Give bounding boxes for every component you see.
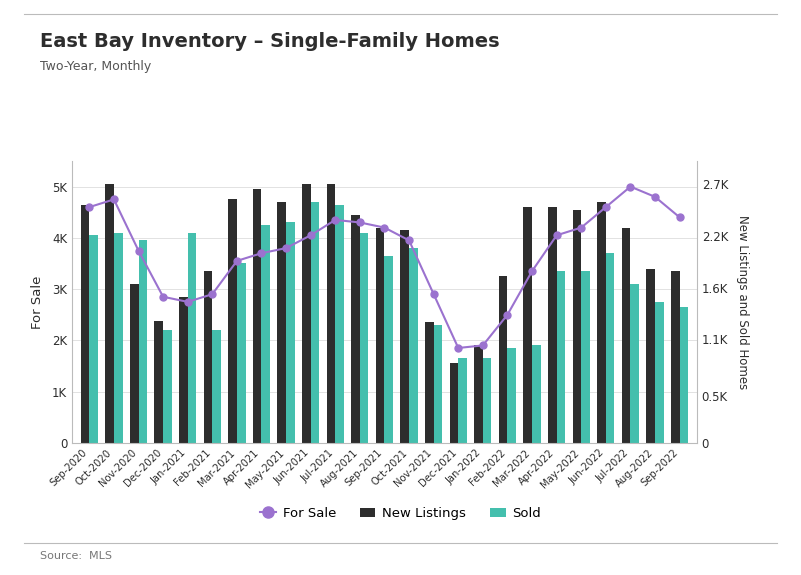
Bar [130, 284, 139, 443]
Bar [376, 228, 384, 443]
For Sale [577, 224, 586, 231]
For Sale [527, 268, 537, 275]
Bar [655, 302, 664, 443]
Bar [646, 269, 655, 443]
Bar [458, 358, 467, 443]
Bar [474, 346, 483, 443]
Bar [163, 330, 171, 443]
Line: For Sale: For Sale [86, 183, 683, 351]
Bar [81, 205, 89, 443]
Y-axis label: New Listings and Sold Homes: New Listings and Sold Homes [736, 214, 750, 389]
For Sale [159, 293, 168, 300]
For Sale [207, 291, 217, 298]
Bar [360, 233, 368, 443]
Bar [203, 271, 212, 443]
For Sale [503, 311, 513, 318]
Bar [449, 363, 458, 443]
For Sale [232, 258, 242, 264]
For Sale [355, 219, 364, 226]
For Sale [478, 342, 488, 349]
Bar [179, 297, 187, 443]
Bar [105, 184, 114, 443]
For Sale [453, 344, 463, 351]
Bar [524, 207, 532, 443]
Bar [114, 233, 123, 443]
For Sale [429, 291, 438, 298]
Bar [548, 207, 557, 443]
Bar [212, 330, 221, 443]
Legend: For Sale, New Listings, Sold: For Sale, New Listings, Sold [255, 502, 546, 526]
Bar [336, 205, 344, 443]
For Sale [675, 214, 685, 221]
For Sale [405, 237, 414, 244]
Bar [409, 248, 417, 443]
Bar [557, 271, 566, 443]
Bar [499, 276, 508, 443]
Bar [606, 253, 614, 443]
Bar [622, 228, 630, 443]
Bar [311, 202, 320, 443]
Bar [187, 233, 196, 443]
Text: Two-Year, Monthly: Two-Year, Monthly [40, 60, 151, 74]
Bar [155, 321, 163, 443]
Bar [228, 200, 237, 443]
Bar [302, 184, 311, 443]
For Sale [256, 250, 266, 256]
Bar [483, 358, 492, 443]
Bar [508, 348, 516, 443]
Bar [680, 307, 688, 443]
For Sale [281, 244, 291, 251]
Bar [425, 323, 433, 443]
Bar [573, 210, 582, 443]
Bar [598, 202, 606, 443]
Bar [671, 271, 680, 443]
Bar [286, 223, 295, 443]
Text: East Bay Inventory – Single-Family Homes: East Bay Inventory – Single-Family Homes [40, 32, 500, 51]
For Sale [109, 196, 119, 203]
For Sale [552, 232, 562, 239]
Bar [327, 184, 336, 443]
Bar [630, 284, 639, 443]
Bar [89, 235, 98, 443]
For Sale [183, 298, 192, 305]
For Sale [380, 224, 389, 231]
For Sale [134, 247, 143, 254]
For Sale [84, 204, 94, 210]
Bar [433, 325, 442, 443]
For Sale [626, 183, 635, 190]
Bar [532, 346, 541, 443]
Bar [384, 256, 393, 443]
Y-axis label: For Sale: For Sale [30, 275, 44, 328]
Bar [582, 271, 590, 443]
Bar [237, 263, 245, 443]
Text: Source:  MLS: Source: MLS [40, 551, 112, 561]
Bar [253, 189, 261, 443]
Bar [352, 215, 360, 443]
Bar [400, 230, 409, 443]
For Sale [331, 216, 340, 223]
Bar [139, 240, 147, 443]
Bar [261, 225, 270, 443]
For Sale [306, 232, 316, 239]
For Sale [601, 204, 610, 210]
Bar [277, 202, 286, 443]
For Sale [650, 193, 660, 200]
